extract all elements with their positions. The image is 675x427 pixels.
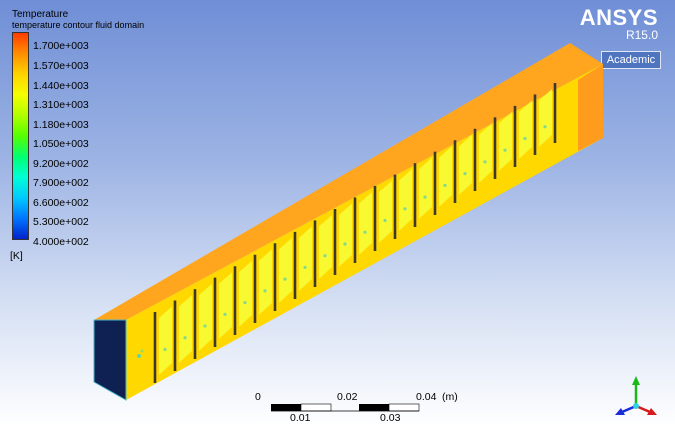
legend-tick-label: 1.440e+003 — [33, 80, 89, 92]
core-zone — [259, 249, 272, 315]
legend-colorbar — [12, 32, 29, 240]
core-zone — [179, 295, 192, 363]
cool-spot — [140, 349, 144, 353]
core-zone — [539, 89, 552, 147]
cool-spot — [503, 148, 507, 152]
cool-spot — [223, 312, 227, 316]
core-zone — [419, 157, 432, 219]
legend-band — [13, 177, 28, 198]
core-zone — [219, 272, 232, 339]
core-zone — [399, 169, 412, 231]
legend-tick-label: 9.200e+002 — [33, 158, 89, 170]
triad-x-arrow — [647, 408, 657, 415]
cool-spot — [463, 172, 467, 176]
duct-outlet-face — [578, 64, 603, 151]
core-zone — [199, 283, 212, 351]
legend-tick-label: 1.050e+003 — [33, 138, 89, 150]
triad-z-arrow — [615, 408, 625, 415]
cool-spot — [403, 207, 407, 211]
cool-spot — [243, 301, 247, 305]
scale-label-bottom: 0.03 — [380, 412, 401, 424]
core-zone — [299, 226, 312, 291]
legend-tick-label: 1.180e+003 — [33, 119, 89, 131]
legend-band — [13, 74, 28, 95]
legend-tick-label: 7.900e+002 — [33, 177, 89, 189]
core-temperature-zones — [159, 89, 552, 375]
cool-spot — [263, 289, 267, 293]
core-zone — [479, 123, 492, 183]
core-zone — [379, 180, 392, 243]
cool-spot — [383, 218, 387, 223]
cool-spot — [137, 354, 141, 358]
legend-tick-label: 1.570e+003 — [33, 60, 89, 72]
legend-band — [13, 156, 28, 178]
cool-spot — [323, 254, 327, 258]
legend-unit-label: [K] — [10, 250, 23, 262]
duct-inlet-face — [93, 319, 127, 401]
ansys-logo-name: ANSYS — [579, 5, 658, 30]
cool-spot — [363, 230, 367, 234]
scale-label-top: 0 — [255, 391, 261, 403]
fins-group — [153, 83, 557, 383]
core-zone — [159, 306, 172, 375]
cool-spot — [203, 324, 207, 328]
legend-band — [13, 33, 28, 54]
cool-spot — [343, 242, 347, 246]
axis-triad[interactable] — [611, 373, 661, 418]
ansys-logo-version: R15.0 — [625, 28, 658, 42]
legend-band — [13, 94, 28, 116]
cool-spot — [283, 277, 287, 281]
core-zone — [239, 260, 252, 327]
duct-top-face — [94, 43, 603, 320]
legend-tick-label: 1.700e+003 — [33, 40, 89, 52]
core-zone — [439, 146, 452, 207]
ansys-logo: ANSYS R15.0 — [580, 7, 658, 42]
cool-spot — [163, 347, 167, 352]
core-zone — [499, 111, 512, 171]
ansys-edition-badge: Academic — [601, 51, 661, 69]
cool-spot — [483, 160, 487, 164]
legend-tick-label: 5.300e+002 — [33, 216, 89, 228]
legend-subtitle: temperature contour fluid domain — [12, 20, 145, 30]
scale-label-top: 0.02 — [337, 391, 358, 403]
core-zone — [339, 203, 352, 267]
cool-spot — [423, 195, 427, 199]
legend-tick-label: 6.600e+002 — [33, 197, 89, 209]
core-zone — [319, 214, 332, 279]
legend-band — [13, 135, 28, 157]
cool-spot — [523, 136, 527, 141]
legend-band — [13, 197, 28, 219]
cool-spot — [183, 336, 187, 340]
legend-tick-label: 4.000e+002 — [33, 236, 89, 248]
legend-tick-label: 1.310e+003 — [33, 99, 89, 111]
cool-spot — [303, 265, 307, 270]
legend-band — [13, 218, 28, 239]
cool-spot — [443, 183, 447, 187]
scale-label-bottom: 0.01 — [290, 412, 311, 424]
triad-origin — [633, 403, 639, 409]
legend-title: Temperature — [12, 9, 69, 20]
core-zone — [279, 237, 292, 303]
core-zone — [359, 192, 372, 255]
core-zone — [459, 134, 472, 195]
scale-label-top: 0.04 — [416, 391, 437, 403]
legend-band — [13, 115, 28, 136]
core-zone — [519, 100, 532, 159]
scale-unit-label: (m) — [442, 391, 458, 403]
cool-spot — [543, 125, 547, 129]
legend-band — [13, 53, 28, 75]
triad-y-arrow — [632, 376, 640, 385]
